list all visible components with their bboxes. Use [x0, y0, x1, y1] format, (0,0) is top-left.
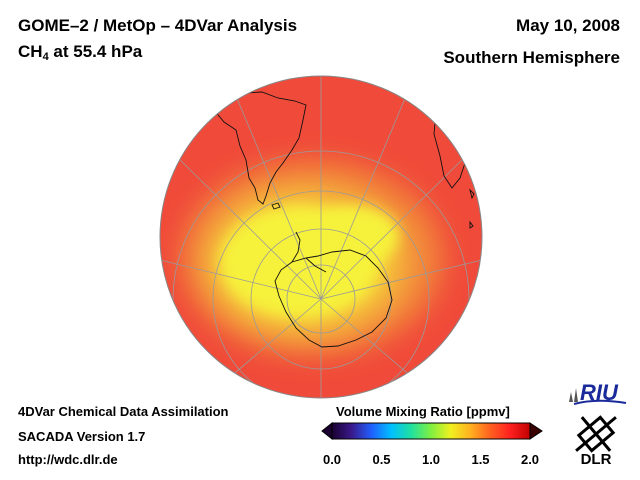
species-subscript: 4: [42, 51, 49, 63]
island: [469, 188, 475, 200]
island: [469, 220, 474, 229]
dlr-logo: DLR: [575, 415, 617, 468]
colorbar-tick-label: 0.0: [322, 452, 342, 467]
region-label: Southern Hemisphere: [443, 48, 620, 67]
ross-ice-edge: [305, 257, 327, 273]
colorbar-tick-label: 1.5: [471, 452, 490, 467]
colorbar-tick-label: 0.5: [372, 452, 391, 467]
species-level-title: CH4 at 55.4 hPa: [18, 42, 142, 63]
globe-outline: [159, 75, 483, 399]
species-name: CH: [18, 42, 43, 61]
footer-line1: 4DVar Chemical Data Assimilation: [18, 404, 229, 419]
page-title: GOME–2 / MetOp – 4DVar Analysis: [18, 16, 298, 35]
colorbar-bar: [331, 422, 531, 440]
antarctica-coast: [274, 249, 393, 348]
dlr-logo-text: DLR: [581, 451, 612, 468]
footer-link[interactable]: http://wdc.dlr.de: [18, 452, 118, 467]
colorbar-tick-label: 2.0: [520, 452, 540, 467]
footer-line2: SACADA Version 1.7: [18, 429, 146, 444]
colorbar-title: Volume Mixing Ratio [ppmv]: [336, 404, 510, 419]
colorbar-tick-label: 1.0: [421, 452, 441, 467]
colorbar-over-cap: [529, 422, 543, 440]
falkland-islands: [271, 202, 281, 210]
coastlines: [213, 91, 475, 348]
colorbar-under-cap: [321, 421, 333, 441]
pressure-level: at 55.4 hPa: [48, 42, 143, 61]
graticule: [160, 76, 482, 398]
antarctic-peninsula: [291, 231, 301, 263]
date-label: May 10, 2008: [516, 16, 620, 35]
riu-logo: RIU: [569, 380, 627, 405]
south-america-coast: [213, 91, 307, 205]
